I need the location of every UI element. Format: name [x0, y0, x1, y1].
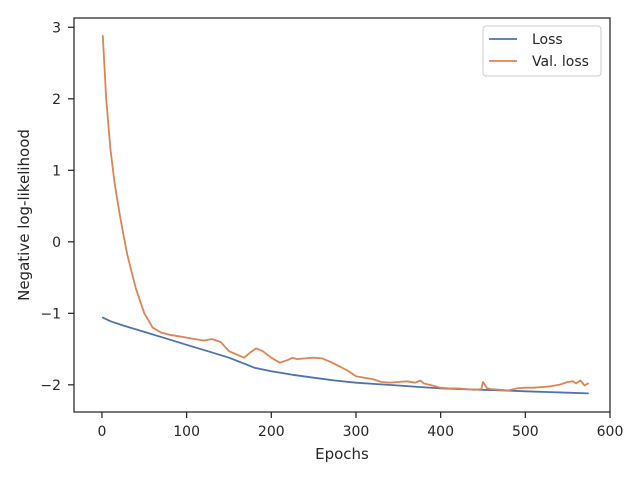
x-tick-label: 400 — [427, 424, 454, 440]
x-axis: 0 100 200 300 400 500 600 — [97, 412, 623, 440]
x-tick-label: 100 — [173, 424, 200, 440]
series-layer — [101, 35, 589, 395]
y-tick-label: −1 — [40, 306, 61, 322]
plot-frame — [73, 17, 611, 413]
y-tick-label: 3 — [52, 20, 61, 36]
x-tick-label: 0 — [97, 424, 106, 440]
y-axis-label: Negative log-likelihood — [15, 129, 33, 301]
legend: Loss Val. loss — [482, 25, 602, 77]
y-tick-label: 0 — [52, 235, 61, 251]
y-tick-label: 2 — [52, 92, 61, 108]
x-tick-label: 600 — [597, 424, 624, 440]
y-axis: −2 −1 0 1 2 3 — [40, 20, 74, 394]
x-tick-label: 200 — [258, 424, 285, 440]
legend-label-loss: Loss — [532, 32, 563, 48]
x-tick-label: 500 — [512, 424, 539, 440]
x-axis-label: Epochs — [315, 445, 369, 463]
series-line-val-loss — [101, 35, 589, 392]
y-tick-label: −2 — [40, 378, 61, 394]
legend-label-val-loss: Val. loss — [532, 54, 589, 70]
x-tick-label: 300 — [343, 424, 370, 440]
y-tick-label: 1 — [52, 163, 61, 179]
